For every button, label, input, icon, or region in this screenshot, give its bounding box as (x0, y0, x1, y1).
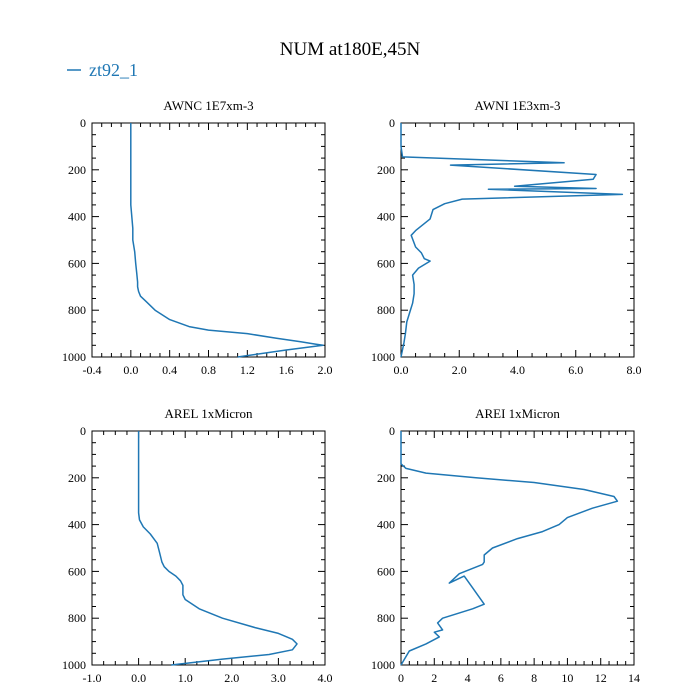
x-tick-label: 4.0 (510, 363, 525, 377)
y-tick-label: 1000 (371, 658, 395, 672)
panel-title: AWNI 1E3xm-3 (475, 98, 561, 113)
x-tick-label: 4 (465, 671, 471, 685)
legend-label-zt92_1: zt92_1 (89, 60, 138, 80)
x-tick-label: 0 (398, 671, 404, 685)
panel-title: AWNC 1E7xm-3 (163, 98, 253, 113)
x-tick-label: -0.4 (83, 363, 102, 377)
figure-title: NUM at180E,45N (280, 39, 421, 60)
legend: zt92_1 (67, 60, 138, 80)
y-tick-label: 1000 (371, 350, 395, 364)
x-tick-label: 6.0 (568, 363, 583, 377)
y-tick-label: 400 (377, 518, 395, 532)
plot-frame (400, 430, 635, 666)
x-tick-label: 2.0 (224, 671, 239, 685)
x-tick-label: 0.0 (394, 363, 409, 377)
x-tick-label: 0.8 (201, 363, 216, 377)
y-tick-label: 800 (68, 611, 86, 625)
y-tick-label: 200 (68, 471, 86, 485)
y-tick-label: 200 (377, 163, 395, 177)
y-tick-label: 400 (377, 210, 395, 224)
y-tick-label: 200 (377, 471, 395, 485)
x-tick-label: 6 (498, 671, 504, 685)
x-tick-label: 1.6 (279, 363, 294, 377)
y-tick-label: 400 (68, 518, 86, 532)
chart-panel-3: AREL 1xMicron -1.0 0.0 1.0 2.0 3.0 4.0 0 200 400 6… (62, 406, 333, 685)
y-tick-label: 800 (377, 611, 395, 625)
x-tick-label: 2.0 (318, 363, 333, 377)
chart-panel-4: AREI 1xMicron 0 2 4 6 8 10 12 14 0 200 400 600 800 100… (371, 406, 640, 685)
x-tick-label: 0.0 (131, 671, 146, 685)
x-tick-label: 4.0 (318, 671, 333, 685)
panel-title: AREL 1xMicron (165, 406, 253, 421)
panel-title: AREI 1xMicron (475, 406, 560, 421)
chart-panel-2: AWNI 1E3xm-3 0.0 2.0 4.0 6.0 8.0 0 200 400 600 800… (371, 98, 642, 377)
x-tick-label: 10 (561, 671, 573, 685)
x-tick-label: 12 (595, 671, 607, 685)
series-line-zt92_1 (400, 123, 624, 358)
x-tick-label: 8 (531, 671, 537, 685)
y-tick-label: 800 (377, 303, 395, 317)
y-tick-label: 0 (389, 116, 395, 130)
x-tick-label: 14 (628, 671, 640, 685)
y-tick-label: 0 (80, 116, 86, 130)
x-tick-label: -1.0 (83, 671, 102, 685)
x-tick-label: 1.0 (178, 671, 193, 685)
plot-frame (91, 122, 326, 358)
chart-panel-1: AWNC 1E7xm-3 -0.4 0.0 0.4 0.8 1.2 1.6 2.0 0 200 40… (62, 98, 333, 377)
plot-frame (91, 430, 326, 666)
y-tick-label: 800 (68, 303, 86, 317)
y-tick-label: 600 (377, 256, 395, 270)
y-tick-label: 0 (389, 424, 395, 438)
y-tick-label: 200 (68, 163, 86, 177)
y-tick-label: 400 (68, 210, 86, 224)
series-line-zt92_1 (400, 431, 619, 666)
x-tick-label: 0.4 (162, 363, 177, 377)
x-tick-label: 2 (431, 671, 437, 685)
x-tick-label: 2.0 (452, 363, 467, 377)
x-tick-label: 3.0 (271, 671, 286, 685)
y-tick-label: 1000 (62, 658, 86, 672)
x-tick-label: 0.0 (123, 363, 138, 377)
y-tick-label: 1000 (62, 350, 86, 364)
y-tick-label: 600 (377, 564, 395, 578)
y-tick-label: 600 (68, 564, 86, 578)
y-tick-label: 600 (68, 256, 86, 270)
y-tick-label: 0 (80, 424, 86, 438)
panels: AWNC 1E7xm-3-0.4 0.0 0.4 0.8 1.2 1.6 2.0020040… (62, 98, 642, 685)
x-tick-label: 8.0 (627, 363, 642, 377)
x-tick-label: 1.2 (240, 363, 255, 377)
series-line-zt92_1 (130, 123, 324, 358)
series-line-zt92_1 (137, 431, 298, 666)
